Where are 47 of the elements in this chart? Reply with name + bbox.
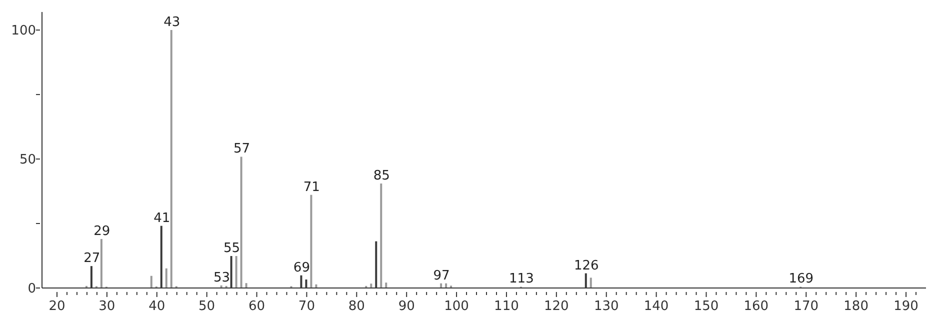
y-tick-label: 50 — [19, 152, 36, 168]
x-tick-label: 130 — [594, 299, 619, 314]
x-tick-label: 100 — [444, 299, 469, 314]
x-tick-label: 110 — [494, 299, 519, 314]
bar — [380, 184, 382, 288]
x-tick-label: 30 — [98, 299, 116, 314]
x-tick-label: 70 — [298, 299, 315, 314]
x-tick-label: 160 — [744, 299, 769, 314]
annotation: 71 — [303, 180, 320, 195]
annotation: 97 — [433, 268, 450, 284]
bar — [590, 278, 592, 288]
bar — [240, 156, 242, 288]
annotation: 69 — [293, 260, 310, 276]
bar — [245, 283, 248, 288]
x-tick-label: 60 — [248, 299, 266, 314]
x-tick-label: 50 — [198, 299, 216, 314]
x-tick-label: 40 — [148, 299, 166, 314]
y-tick-label: 0 — [28, 282, 36, 297]
bar — [150, 276, 152, 288]
x-tick-label: 20 — [48, 299, 66, 314]
annotation: 41 — [154, 210, 170, 226]
annotation: 57 — [234, 142, 250, 157]
annotation: 126 — [574, 258, 599, 274]
bar — [100, 238, 102, 288]
annotation: 29 — [94, 224, 110, 239]
y-tick-label: 100 — [11, 24, 36, 39]
annotation: 43 — [164, 15, 180, 30]
bar — [310, 194, 312, 288]
bar — [235, 256, 238, 288]
annotation: 27 — [84, 251, 100, 266]
bar — [385, 282, 388, 288]
x-tick-label: 140 — [644, 299, 669, 314]
annotation: 55 — [224, 241, 240, 256]
bar — [370, 284, 372, 288]
bar — [165, 268, 168, 288]
annotation: 53 — [214, 270, 230, 286]
x-tick-label: 180 — [844, 299, 868, 314]
x-tick-label: 120 — [544, 299, 569, 314]
annotation: 169 — [788, 272, 814, 287]
x-tick-label: 150 — [694, 299, 719, 314]
x-tick-label: 190 — [894, 299, 918, 314]
x-tick-label: 90 — [398, 299, 415, 314]
x-tick-label: 170 — [794, 299, 819, 314]
annotation: 85 — [373, 168, 390, 184]
annotation: 113 — [509, 272, 534, 287]
x-tick-label: 80 — [348, 299, 365, 314]
bar — [170, 30, 172, 288]
